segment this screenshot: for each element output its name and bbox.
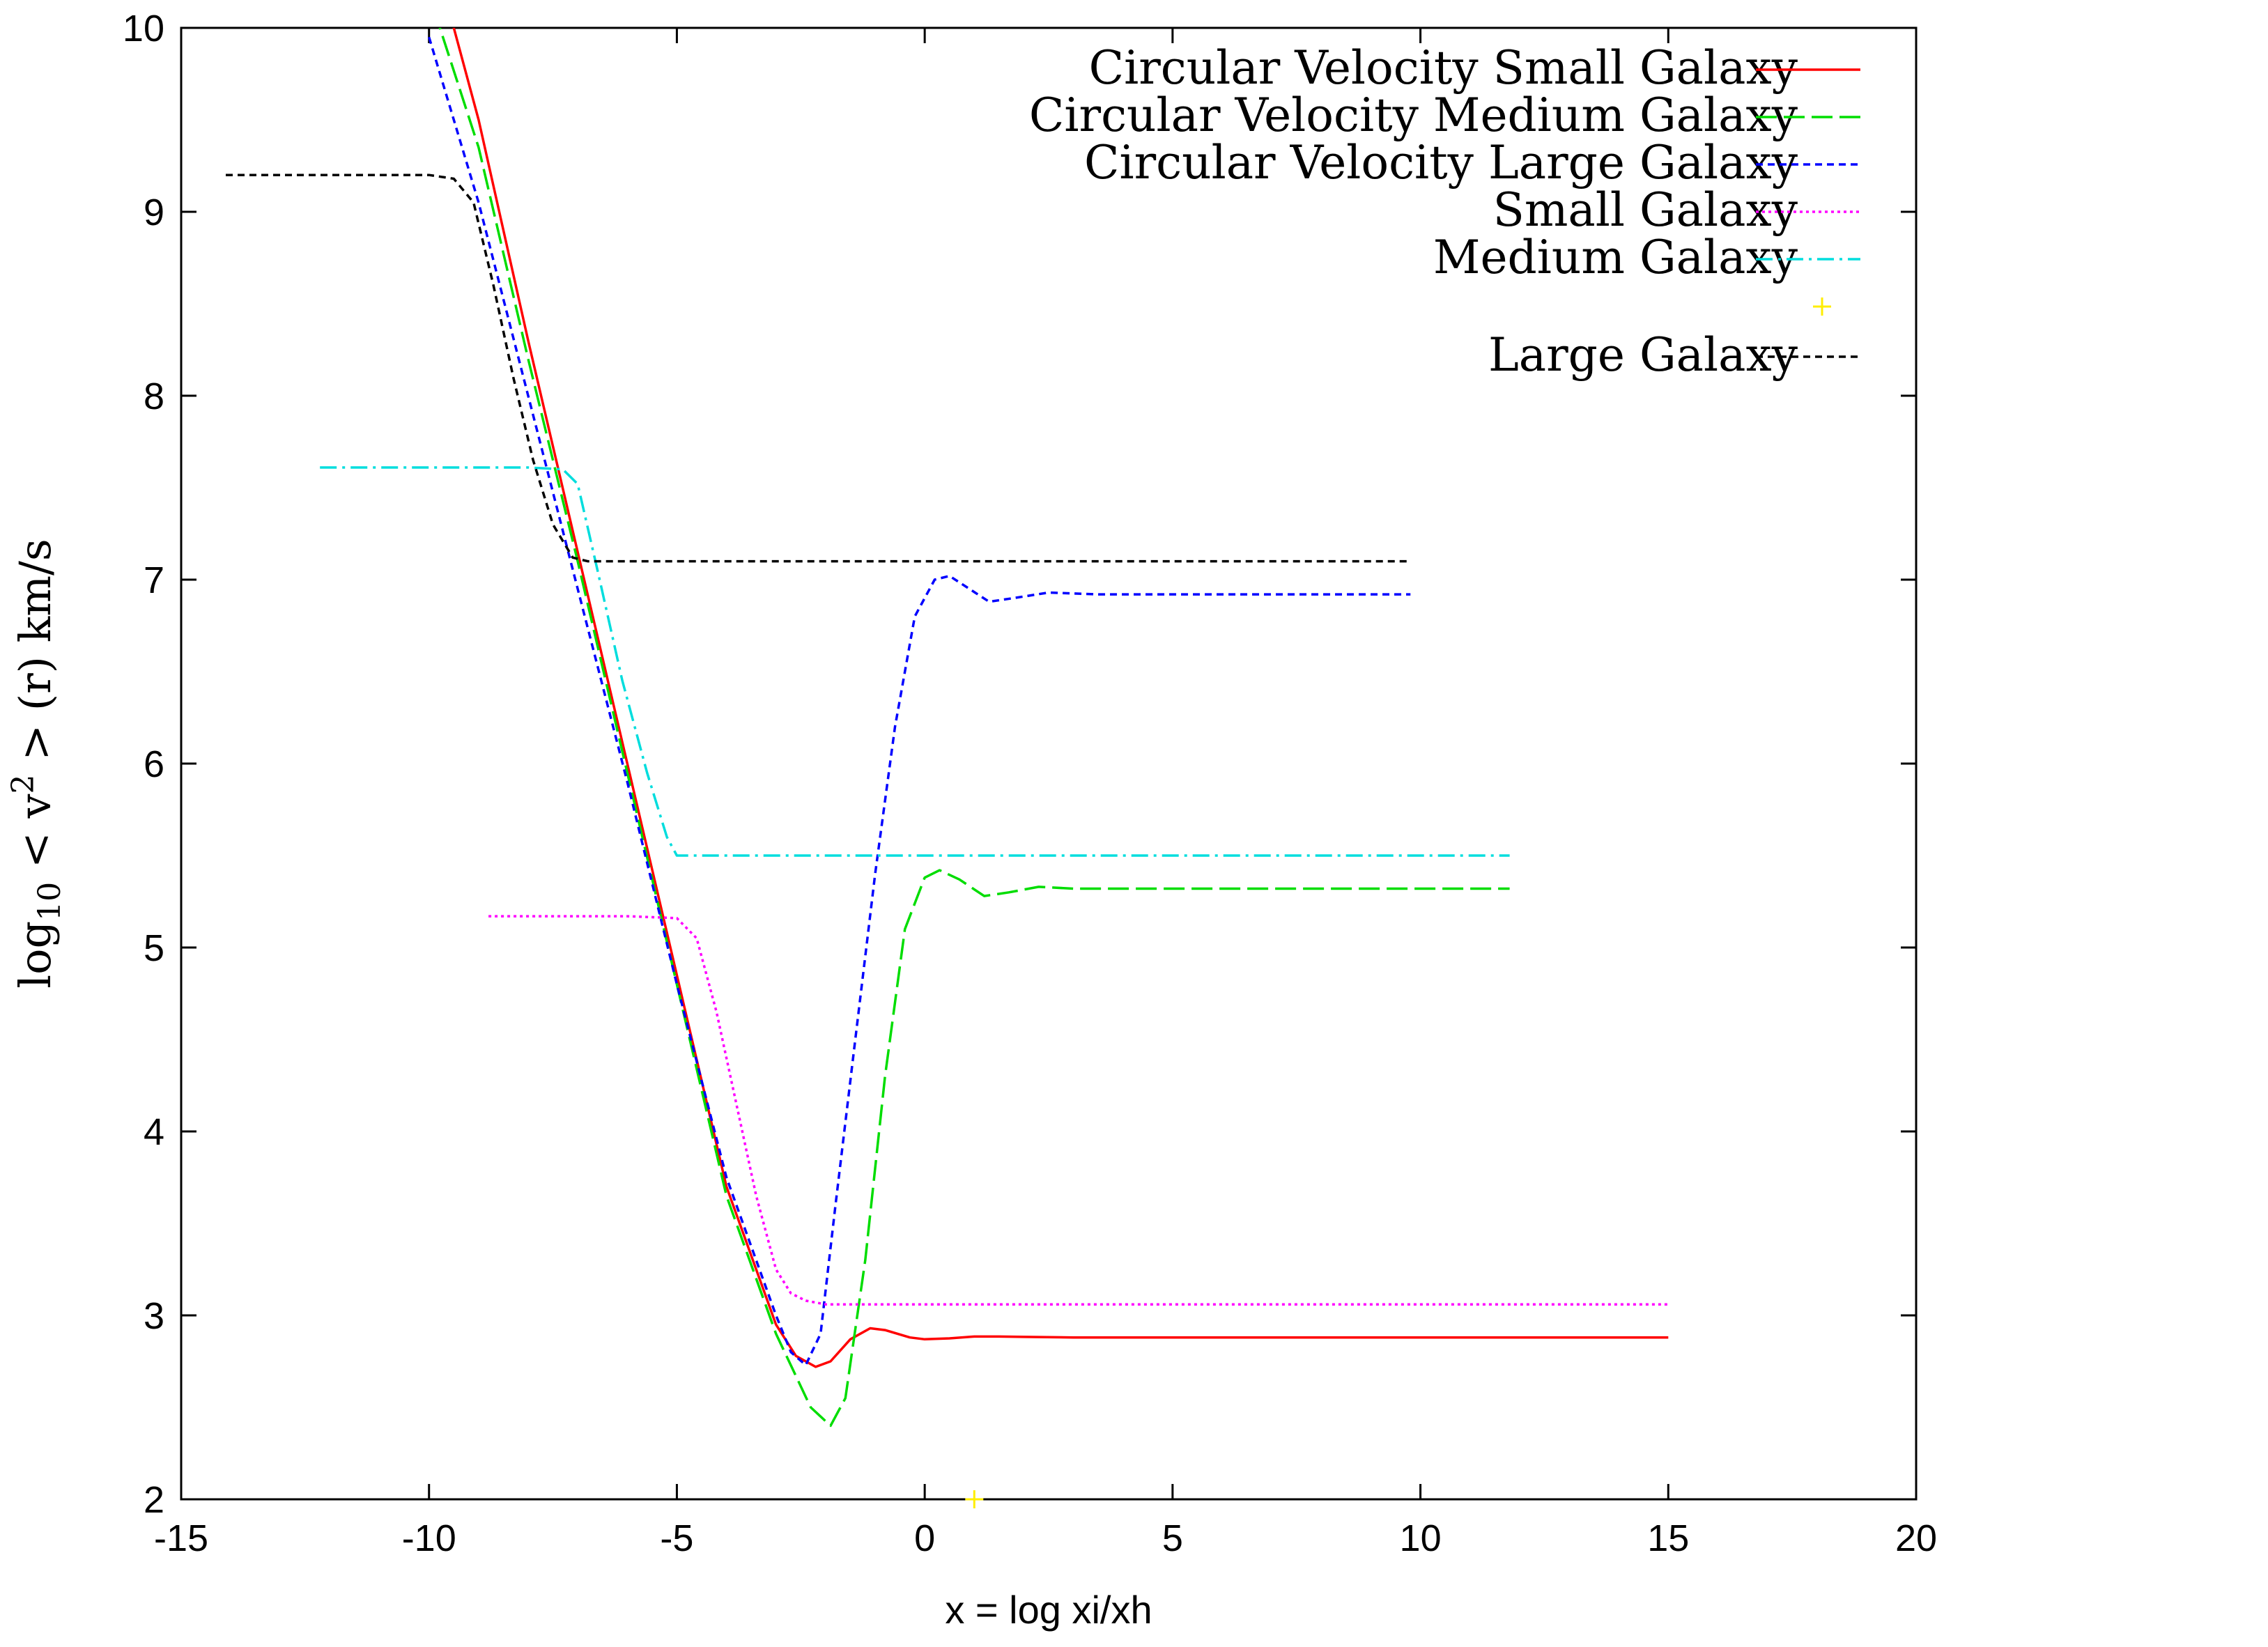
- series-line-small-galaxy: [488, 915, 1669, 1306]
- y-axis-title-post: > (r) km/s: [10, 539, 61, 774]
- axis-ticks: -15 -10 -5 0 5 10 15 20 2 3 4 5 6 7 8 9 10: [123, 8, 1937, 1559]
- y-axis-title-mid: < v: [10, 794, 61, 881]
- y-tick-label: 8: [144, 376, 164, 417]
- y-axis-title-sub: 10: [32, 882, 68, 921]
- marker-point: [965, 1490, 984, 1508]
- legend-label-circular-velocity-medium-galaxy: Circular Velocity Medium Galaxy: [1029, 88, 1798, 142]
- y-axis-title: log10 < v2 > (r) km/s: [6, 539, 68, 988]
- legend-sample-marker: [1813, 297, 1831, 316]
- y-tick-label: 5: [144, 927, 164, 969]
- y-tick-label: 3: [144, 1295, 164, 1337]
- legend-label-circular-velocity-large-galaxy: Circular Velocity Large Galaxy: [1084, 136, 1798, 190]
- legend-label-circular-velocity-small-galaxy: Circular Velocity Small Galaxy: [1089, 41, 1798, 95]
- x-tick-label: -15: [154, 1517, 208, 1559]
- y-tick-label: 4: [144, 1111, 164, 1153]
- series-line-large-galaxy: [226, 173, 1411, 563]
- series-line-circular-velocity-medium-galaxy: [438, 28, 1510, 1428]
- x-axis-title: x = log xi/xh: [945, 1588, 1152, 1632]
- y-tick-label: 2: [144, 1479, 164, 1521]
- legend-label-small-galaxy: Small Galaxy: [1493, 183, 1798, 237]
- y-tick-label: 6: [144, 743, 164, 785]
- series-line-circular-velocity-large-galaxy: [428, 36, 1411, 1367]
- legend-label-medium-galaxy: Medium Galaxy: [1433, 231, 1798, 284]
- y-tick-label: 10: [123, 8, 164, 49]
- x-tick-label: 20: [1895, 1517, 1937, 1559]
- x-tick-label: -5: [660, 1517, 693, 1559]
- y-tick-label: 9: [144, 192, 164, 233]
- series-layer: [226, 28, 1669, 1508]
- x-tick-label: 5: [1162, 1517, 1183, 1559]
- x-tick-label: 0: [914, 1517, 935, 1559]
- y-axis-title-sup: 2: [6, 774, 41, 794]
- x-tick-label: -10: [402, 1517, 456, 1559]
- y-tick-label: 7: [144, 559, 164, 601]
- series-line-circular-velocity-small-galaxy: [452, 28, 1669, 1368]
- legend-label-large-galaxy: Large Galaxy: [1488, 328, 1798, 382]
- x-tick-label: 10: [1400, 1517, 1442, 1559]
- y-axis-title-log: log: [10, 921, 61, 989]
- x-tick-label: 15: [1647, 1517, 1689, 1559]
- series-line-medium-galaxy: [320, 466, 1510, 857]
